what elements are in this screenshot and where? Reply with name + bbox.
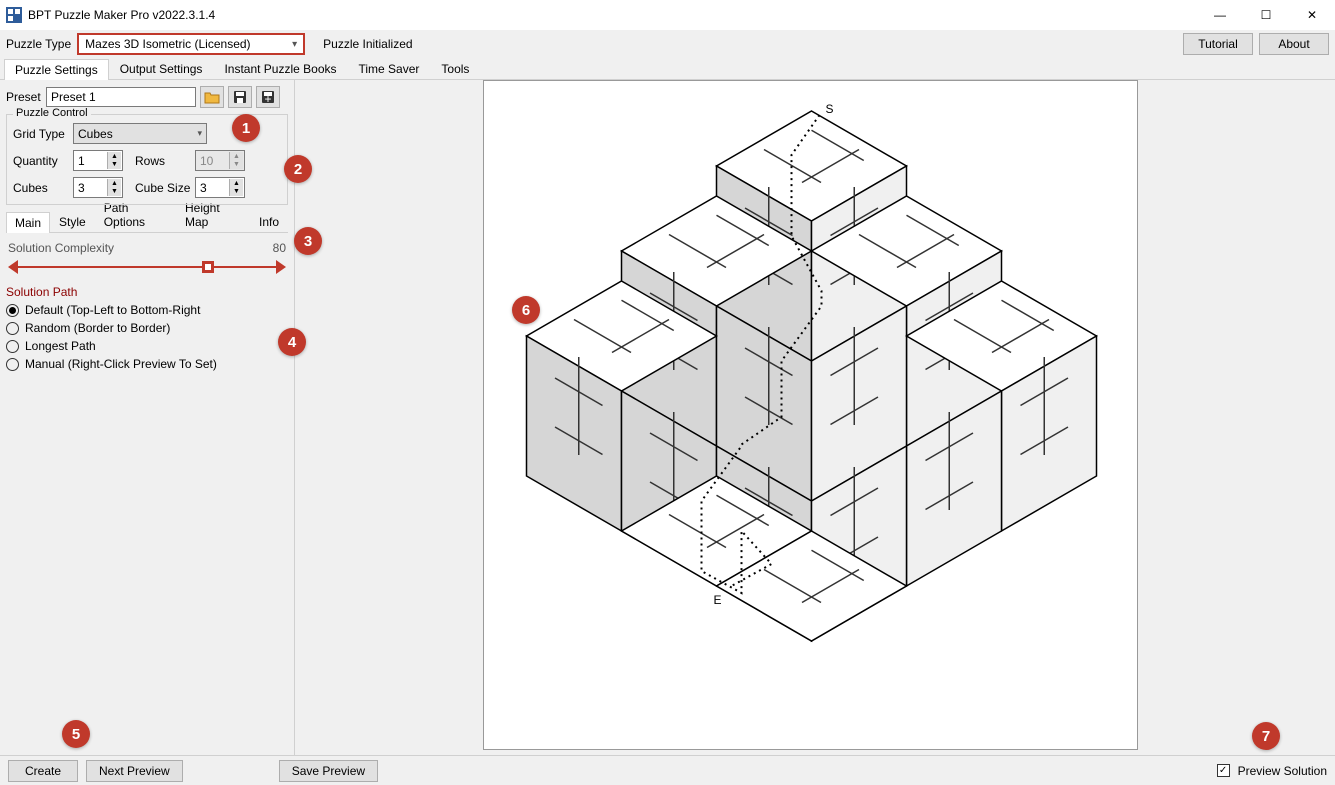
main-tab[interactable]: Output Settings — [109, 58, 214, 79]
rows-spinner: 10 ▲▼ — [195, 150, 245, 171]
grid-type-label: Grid Type — [13, 127, 69, 141]
main-tabstrip: Puzzle SettingsOutput SettingsInstant Pu… — [0, 58, 1335, 80]
radio-icon — [6, 322, 19, 335]
next-preview-button[interactable]: Next Preview — [86, 760, 183, 782]
solution-path-title: Solution Path — [6, 285, 288, 299]
quantity-value: 1 — [78, 154, 85, 168]
create-label: Create — [25, 764, 61, 778]
slider-thumb[interactable] — [202, 261, 214, 273]
radio-label: Random (Border to Border) — [25, 321, 170, 335]
solution-path-option[interactable]: Random (Border to Border) — [6, 321, 288, 335]
save-preview-label: Save Preview — [292, 764, 365, 778]
cube-size-value: 3 — [200, 181, 207, 195]
radio-label: Manual (Right-Click Preview To Set) — [25, 357, 217, 371]
next-preview-label: Next Preview — [99, 764, 170, 778]
minimize-icon: — — [1214, 8, 1226, 22]
grid-type-value: Cubes — [78, 127, 113, 141]
maximize-icon: ☐ — [1261, 8, 1272, 22]
folder-icon — [204, 90, 220, 104]
save-preview-button[interactable]: Save Preview — [279, 760, 378, 782]
complexity-label: Solution Complexity — [8, 241, 114, 255]
cubes-value: 3 — [78, 181, 85, 195]
close-icon: ✕ — [1307, 8, 1317, 22]
maze-preview[interactable]: SE — [483, 80, 1138, 750]
annotation-bubble: 7 — [1252, 722, 1280, 750]
quantity-label: Quantity — [13, 154, 69, 168]
status-text: Puzzle Initialized — [323, 37, 412, 51]
radio-icon — [6, 358, 19, 371]
slider-right-icon — [276, 260, 286, 274]
preset-label: Preset — [6, 90, 42, 104]
svg-text:E: E — [714, 593, 722, 607]
cube-size-spinner[interactable]: 3 ▲▼ — [195, 177, 245, 198]
puzzle-type-label: Puzzle Type — [6, 37, 71, 51]
top-controls: Puzzle Type Mazes 3D Isometric (Licensed… — [0, 30, 1335, 58]
annotation-bubble: 1 — [232, 114, 260, 142]
solution-path-option[interactable]: Manual (Right-Click Preview To Set) — [6, 357, 288, 371]
annotation-bubble: 5 — [62, 720, 90, 748]
preset-input[interactable] — [46, 87, 196, 107]
inner-tabstrip: MainStylePath OptionsHeight MapInfo — [6, 211, 288, 233]
svg-text:+: + — [264, 92, 271, 104]
radio-label: Default (Top-Left to Bottom-Right — [25, 303, 200, 317]
main-tab[interactable]: Instant Puzzle Books — [213, 58, 347, 79]
puzzle-type-value: Mazes 3D Isometric (Licensed) — [85, 37, 250, 51]
cube-size-label: Cube Size — [135, 181, 191, 195]
svg-text:S: S — [826, 102, 834, 116]
preview-solution-label: Preview Solution — [1238, 764, 1327, 778]
close-button[interactable]: ✕ — [1289, 0, 1335, 30]
rows-label: Rows — [135, 154, 191, 168]
cubes-spinner[interactable]: 3 ▲▼ — [73, 177, 123, 198]
about-label: About — [1278, 37, 1309, 51]
main-tab[interactable]: Tools — [430, 58, 480, 79]
chevron-down-icon: ▾ — [197, 128, 202, 139]
about-button[interactable]: About — [1259, 33, 1329, 55]
chevron-down-icon: ▾ — [292, 39, 297, 50]
save-preset-button[interactable] — [228, 86, 252, 108]
inner-tab[interactable]: Info — [250, 211, 288, 232]
complexity-slider-row: Solution Complexity 80 — [8, 241, 286, 275]
annotation-bubble: 6 — [512, 296, 540, 324]
create-button[interactable]: Create — [8, 760, 78, 782]
main-tab[interactable]: Time Saver — [348, 58, 431, 79]
tutorial-label: Tutorial — [1198, 37, 1238, 51]
save-plus-icon: + — [261, 90, 275, 104]
radio-icon — [6, 340, 19, 353]
sidebar: Preset + Puzzle Control Grid Type Cubes … — [0, 80, 295, 755]
cubes-label: Cubes — [13, 181, 69, 195]
puzzle-control-legend: Puzzle Control — [13, 107, 91, 119]
quantity-spinner[interactable]: 1 ▲▼ — [73, 150, 123, 171]
preset-row: Preset + — [6, 86, 288, 108]
rows-value: 10 — [200, 154, 213, 168]
solution-path-options: Default (Top-Left to Bottom-Right Random … — [6, 303, 288, 371]
minimize-button[interactable]: — — [1197, 0, 1243, 30]
tutorial-button[interactable]: Tutorial — [1183, 33, 1253, 55]
complexity-value: 80 — [273, 241, 286, 255]
slider-left-icon — [8, 260, 18, 274]
save-preset-as-button[interactable]: + — [256, 86, 280, 108]
maximize-button[interactable]: ☐ — [1243, 0, 1289, 30]
inner-tab[interactable]: Style — [50, 211, 95, 232]
main-tab[interactable]: Puzzle Settings — [4, 59, 109, 80]
inner-tab[interactable]: Main — [6, 212, 50, 233]
annotation-bubble: 3 — [294, 227, 322, 255]
solution-path-option[interactable]: Default (Top-Left to Bottom-Right — [6, 303, 288, 317]
save-icon — [233, 90, 247, 104]
open-preset-button[interactable] — [200, 86, 224, 108]
window-title: BPT Puzzle Maker Pro v2022.3.1.4 — [28, 8, 1197, 22]
preview-solution-checkbox[interactable]: ✓ — [1217, 764, 1230, 777]
annotation-bubble: 2 — [284, 155, 312, 183]
annotation-bubble: 4 — [278, 328, 306, 356]
complexity-slider[interactable] — [8, 259, 286, 275]
app-icon — [6, 7, 22, 23]
puzzle-type-select[interactable]: Mazes 3D Isometric (Licensed) ▾ — [77, 33, 305, 55]
titlebar: BPT Puzzle Maker Pro v2022.3.1.4 — ☐ ✕ — [0, 0, 1335, 30]
radio-label: Longest Path — [25, 339, 96, 353]
solution-path-option[interactable]: Longest Path — [6, 339, 288, 353]
grid-type-select[interactable]: Cubes ▾ — [73, 123, 207, 144]
bottombar: Create Next Preview Save Preview ✓ Previ… — [0, 755, 1335, 785]
radio-icon — [6, 304, 19, 317]
